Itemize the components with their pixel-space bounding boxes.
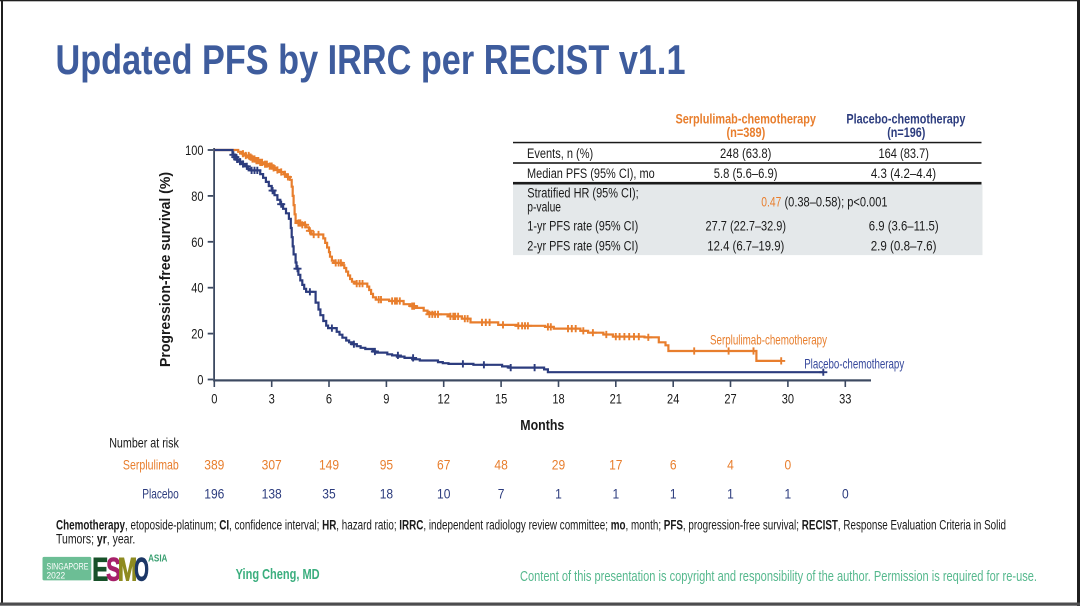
svg-text:, year.: , year. — [107, 532, 136, 547]
svg-text:33: 33 — [839, 390, 851, 406]
svg-text:, etoposide-platinum;: , etoposide-platinum; — [125, 518, 219, 533]
svg-text:SINGAPORE: SINGAPORE — [47, 562, 89, 573]
svg-text:196: 196 — [204, 486, 224, 502]
svg-text:(n=389): (n=389) — [727, 124, 766, 140]
svg-text:ASIA: ASIA — [148, 553, 168, 565]
svg-text:12.4 (6.7–19.9): 12.4 (6.7–19.9) — [707, 239, 784, 254]
svg-text:RECIST: RECIST — [802, 518, 839, 533]
svg-text:Serplulimab: Serplulimab — [123, 457, 179, 473]
svg-text:4: 4 — [727, 457, 734, 473]
svg-text:6.9 (3.6–11.5): 6.9 (3.6–11.5) — [869, 219, 939, 234]
svg-text:248 (63.8): 248 (63.8) — [720, 146, 771, 161]
svg-text:9: 9 — [383, 390, 389, 406]
svg-text:, month;: , month; — [626, 518, 664, 533]
svg-text:6: 6 — [670, 457, 677, 473]
svg-text:21: 21 — [610, 390, 622, 406]
svg-text:1: 1 — [785, 486, 792, 502]
svg-text:100: 100 — [185, 142, 204, 158]
svg-text:27: 27 — [724, 390, 736, 406]
svg-text:0: 0 — [842, 486, 849, 502]
svg-text:40: 40 — [191, 280, 203, 296]
svg-text:Number at risk: Number at risk — [109, 435, 179, 451]
svg-text:p-value: p-value — [527, 199, 561, 214]
svg-text:27.7 (22.7–32.9): 27.7 (22.7–32.9) — [706, 219, 787, 234]
svg-text:2022: 2022 — [47, 571, 66, 582]
svg-text:138: 138 — [262, 486, 282, 502]
svg-text:60: 60 — [191, 234, 203, 250]
svg-text:Content of this presentation i: Content of this presentation is copyrigh… — [520, 568, 1037, 585]
svg-text:Placebo-chemotherapy: Placebo-chemotherapy — [804, 356, 904, 372]
svg-text:S: S — [106, 551, 121, 587]
svg-text:48: 48 — [494, 457, 508, 473]
svg-text:1: 1 — [555, 486, 562, 502]
svg-text:, Response Evaluation Criteria: , Response Evaluation Criteria in Solid — [838, 518, 1006, 533]
svg-text:(n=196): (n=196) — [887, 124, 925, 140]
svg-text:3: 3 — [269, 390, 275, 406]
svg-text:12: 12 — [438, 390, 450, 406]
svg-text:Placebo: Placebo — [142, 486, 179, 502]
svg-text:Tumors;: Tumors; — [56, 532, 97, 547]
svg-text:15: 15 — [495, 390, 507, 406]
svg-text:Events, n (%): Events, n (%) — [527, 146, 593, 161]
svg-text:24: 24 — [667, 390, 679, 406]
svg-text:80: 80 — [191, 188, 203, 204]
svg-text:Updated PFS by IRRC per RECIST: Updated PFS by IRRC per RECIST v1.1 — [56, 36, 686, 83]
svg-text:164 (83.7): 164 (83.7) — [879, 146, 929, 161]
svg-text:Stratified HR (95% CI);: Stratified HR (95% CI); — [527, 185, 638, 200]
svg-text:Serplulimab-chemotherapy: Serplulimab-chemotherapy — [710, 332, 827, 348]
svg-text:Chemotherapy: Chemotherapy — [56, 518, 125, 533]
svg-text:PFS: PFS — [664, 518, 683, 533]
svg-text:307: 307 — [262, 457, 282, 473]
svg-text:Progression-free survival (%): Progression-free survival (%) — [157, 172, 174, 367]
svg-text:2-yr PFS rate (95% CI): 2-yr PFS rate (95% CI) — [527, 239, 638, 254]
svg-text:Placebo-chemotherapy: Placebo-chemotherapy — [846, 111, 965, 127]
svg-text:, hazard ratio;: , hazard ratio; — [336, 518, 399, 533]
svg-text:18: 18 — [552, 390, 564, 406]
svg-text:30: 30 — [782, 390, 794, 406]
svg-text:Ying Cheng, MD: Ying Cheng, MD — [236, 566, 320, 583]
svg-text:10: 10 — [437, 486, 451, 502]
svg-text:17: 17 — [609, 457, 623, 473]
svg-text:Serplulimab-chemotherapy: Serplulimab-chemotherapy — [675, 111, 816, 127]
svg-text:7: 7 — [498, 486, 505, 502]
svg-text:yr: yr — [97, 532, 107, 547]
svg-text:35: 35 — [322, 486, 336, 502]
svg-text:5.8 (5.6–6.9): 5.8 (5.6–6.9) — [714, 166, 778, 181]
svg-text:1: 1 — [727, 486, 734, 502]
svg-text:Months: Months — [520, 417, 564, 434]
svg-text:, independent radiology review: , independent radiology review committee… — [423, 518, 610, 533]
svg-text:HR: HR — [322, 518, 336, 533]
svg-text:95: 95 — [380, 457, 394, 473]
svg-text:O: O — [134, 551, 149, 587]
svg-text:Median PFS (95% CI), mo: Median PFS (95% CI), mo — [527, 166, 655, 181]
svg-text:E: E — [92, 551, 108, 587]
svg-text:389: 389 — [204, 457, 224, 473]
svg-text:149: 149 — [319, 457, 339, 473]
svg-text:6: 6 — [326, 390, 332, 406]
svg-text:0.47: 0.47 — [761, 194, 781, 209]
svg-text:mo: mo — [611, 518, 626, 533]
svg-text:0: 0 — [197, 372, 203, 388]
svg-text:29: 29 — [552, 457, 566, 473]
svg-text:67: 67 — [437, 457, 451, 473]
svg-text:M: M — [118, 551, 138, 587]
svg-text:4.3 (4.2–4.4): 4.3 (4.2–4.4) — [871, 166, 936, 181]
svg-text:(0.38–0.58); p<0.001: (0.38–0.58); p<0.001 — [785, 194, 888, 209]
svg-text:1-yr PFS rate (95% CI): 1-yr PFS rate (95% CI) — [527, 219, 638, 234]
svg-text:1: 1 — [612, 486, 619, 502]
svg-text:IRRC: IRRC — [399, 518, 423, 533]
svg-text:1: 1 — [670, 486, 677, 502]
svg-text:0: 0 — [785, 457, 792, 473]
svg-text:, progression-free survival;: , progression-free survival; — [683, 518, 802, 533]
svg-text:0: 0 — [211, 390, 217, 406]
svg-text:, confidence interval;: , confidence interval; — [229, 518, 322, 533]
svg-text:18: 18 — [380, 486, 394, 502]
svg-text:CI: CI — [219, 518, 229, 533]
svg-text:2.9 (0.8–7.6): 2.9 (0.8–7.6) — [871, 239, 937, 254]
svg-text:20: 20 — [191, 326, 203, 342]
